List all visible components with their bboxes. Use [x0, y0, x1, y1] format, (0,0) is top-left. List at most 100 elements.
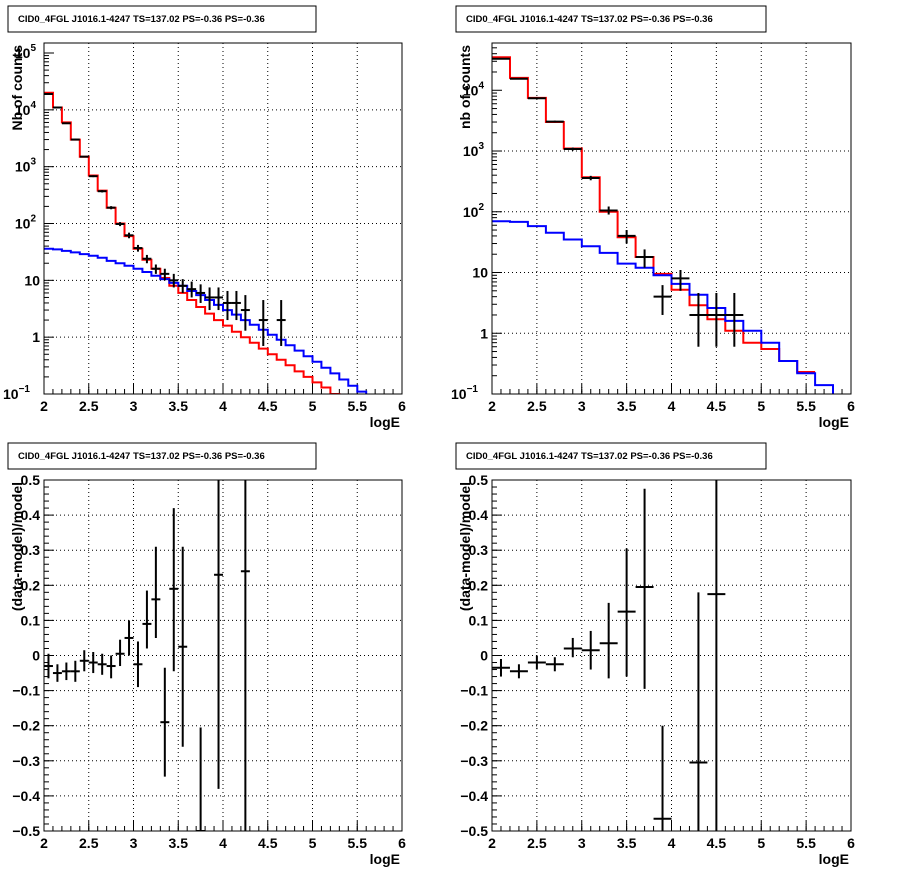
- data-point: [196, 284, 206, 303]
- y-tick-label: 104: [463, 80, 485, 98]
- y-axis-label: (data-model)/model: [457, 482, 473, 611]
- chart-title: CID0_4FGL J1016.1-4247 TS=137.02 PS=-0.3…: [466, 451, 713, 462]
- y-axis-label: Nb of counts: [9, 45, 25, 131]
- y-axis-label: nb of counts: [457, 45, 473, 129]
- data-point: [142, 254, 152, 264]
- data-point: [160, 667, 170, 777]
- y-tick-label: 0.1: [21, 612, 41, 628]
- y-tick-label: 0.4: [469, 507, 489, 523]
- x-tick-label: 4: [668, 398, 676, 414]
- data-point: [178, 279, 188, 293]
- x-tick-label: 3: [130, 398, 138, 414]
- y-tick-label: −0.2: [12, 718, 40, 734]
- chart-panel-2: CID0_4FGL J1016.1-4247 TS=137.02 PS=-0.3…: [7, 442, 406, 867]
- title-box: [7, 5, 317, 33]
- x-axis-label: logE: [819, 414, 849, 430]
- data-point: [70, 138, 80, 141]
- y-tick-label: 105: [15, 43, 37, 61]
- x-tick-label: 2.5: [79, 398, 99, 414]
- x-tick-label: 4: [219, 398, 227, 414]
- x-tick-label: 6: [847, 398, 855, 414]
- data-point: [492, 659, 510, 677]
- y-tick-label: −0.5: [12, 823, 40, 839]
- x-tick-label: 5: [309, 835, 317, 851]
- x-tick-label: 5.5: [796, 835, 816, 851]
- plot-frame: [43, 42, 403, 395]
- x-tick-label: 5.5: [348, 398, 368, 414]
- x-tick-label: 6: [847, 835, 855, 851]
- data-point: [178, 546, 188, 747]
- data-point: [106, 206, 116, 210]
- total-model-line: [492, 56, 816, 373]
- x-tick-label: 5: [757, 835, 765, 851]
- data-point: [115, 222, 125, 227]
- source-model-line: [492, 220, 834, 394]
- data-point: [258, 300, 268, 346]
- x-tick-label: 2: [488, 398, 496, 414]
- y-tick-label: 0: [480, 648, 488, 664]
- plot-area: [44, 480, 250, 831]
- title-box: [7, 442, 317, 470]
- x-axis-label: logE: [370, 851, 400, 867]
- data-point: [527, 97, 546, 100]
- data-point: [142, 590, 152, 649]
- y-tick-label: 0.5: [469, 472, 489, 488]
- x-tick-label: 5.5: [348, 835, 368, 851]
- x-tick-label: 6: [398, 835, 406, 851]
- y-tick-label: −0.2: [460, 718, 488, 734]
- data-point: [240, 295, 250, 331]
- x-tick-label: 4.5: [258, 835, 278, 851]
- x-tick-label: 3.5: [169, 835, 189, 851]
- x-tick-label: 6: [398, 398, 406, 414]
- data-point: [52, 664, 62, 682]
- data-point: [545, 120, 564, 123]
- data-point: [106, 655, 116, 679]
- data-point: [635, 249, 654, 268]
- data-point: [581, 630, 600, 670]
- y-tick-label: 0.2: [21, 577, 41, 593]
- y-tick-label: 10−1: [451, 384, 478, 402]
- y-tick-label: 1: [32, 329, 40, 345]
- y-tick-label: 104: [15, 100, 37, 118]
- x-tick-label: 3: [578, 835, 586, 851]
- y-tick-label: 1: [480, 325, 488, 341]
- x-tick-label: 2.5: [527, 835, 547, 851]
- y-tick-label: 0: [32, 648, 40, 664]
- data-point: [44, 92, 53, 95]
- y-tick-label: 103: [463, 141, 485, 159]
- data-point: [133, 641, 143, 688]
- chart-title: CID0_4FGL J1016.1-4247 TS=137.02 PS=-0.3…: [18, 451, 265, 462]
- x-axis-label: logE: [819, 851, 849, 867]
- data-point: [124, 232, 134, 239]
- data-point: [599, 206, 618, 215]
- data-point: [617, 230, 636, 244]
- y-tick-label: 102: [463, 202, 485, 220]
- data-point: [509, 77, 528, 80]
- data-point: [214, 480, 223, 789]
- chart-title: CID0_4FGL J1016.1-4247 TS=137.02 PS=-0.3…: [466, 14, 713, 25]
- title-box: [455, 442, 767, 470]
- y-tick-label: −0.1: [460, 683, 488, 699]
- data-point: [61, 122, 71, 125]
- data-point: [527, 655, 546, 670]
- data-point: [44, 653, 53, 679]
- data-point: [169, 273, 179, 288]
- data-point: [671, 269, 690, 291]
- data-point: [214, 287, 223, 311]
- x-tick-label: 3.5: [169, 398, 189, 414]
- data-point: [61, 662, 71, 681]
- y-tick-label: −0.3: [460, 753, 488, 769]
- data-point: [653, 725, 672, 831]
- chart-panel-1: CID0_4FGL J1016.1-4247 TS=137.02 PS=-0.3…: [451, 5, 855, 430]
- x-tick-label: 3.5: [617, 835, 637, 851]
- plot-frame: [491, 479, 852, 832]
- data-point: [276, 300, 286, 346]
- x-tick-label: 5: [757, 398, 765, 414]
- y-tick-label: −0.5: [460, 823, 488, 839]
- data-point: [707, 480, 726, 831]
- y-tick-label: 0.3: [469, 542, 489, 558]
- y-tick-label: 103: [15, 157, 37, 175]
- x-tick-label: 4: [219, 835, 227, 851]
- y-axis-label: (data-model)/model: [9, 482, 25, 611]
